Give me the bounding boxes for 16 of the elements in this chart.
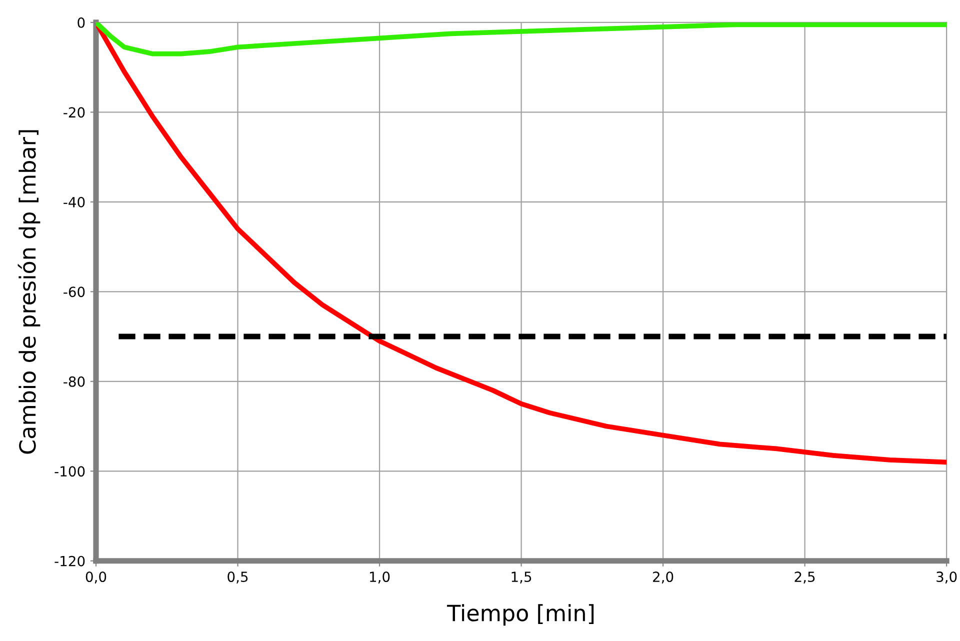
y-tick-label: 0: [78, 17, 85, 28]
x-tick-label: 0,0: [86, 572, 106, 584]
y-tick-label: -60: [64, 286, 85, 298]
x-tick-label: 1,0: [370, 572, 390, 584]
x-tick-label: 1,5: [512, 572, 532, 584]
y-tick-label: -40: [64, 196, 85, 208]
y-tick-label: -80: [64, 376, 85, 387]
y-tick-label: -100: [54, 466, 85, 477]
x-axis-title: Tiempo [min]: [447, 604, 594, 626]
x-tick-label: 2,0: [653, 572, 674, 584]
y-tick-label: -120: [54, 556, 85, 566]
y-axis-title: Cambio de presión dp [mbar]: [18, 130, 40, 454]
x-tick-label: 2,5: [794, 572, 815, 584]
x-tick-label: 0,5: [228, 572, 248, 584]
y-tick-label: -20: [64, 107, 85, 118]
x-tick-label: 3,0: [936, 572, 957, 584]
